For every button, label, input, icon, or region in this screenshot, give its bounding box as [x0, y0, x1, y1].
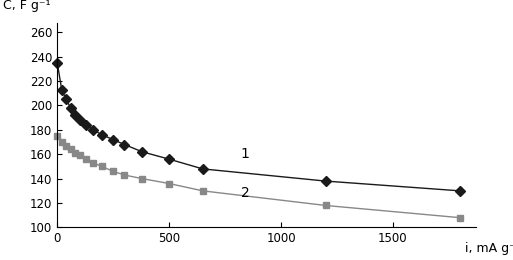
X-axis label: i, mA g⁻¹: i, mA g⁻¹: [464, 242, 513, 255]
Y-axis label: C, F g⁻¹: C, F g⁻¹: [3, 0, 50, 12]
Text: 2: 2: [241, 186, 249, 200]
Text: 1: 1: [241, 147, 250, 161]
